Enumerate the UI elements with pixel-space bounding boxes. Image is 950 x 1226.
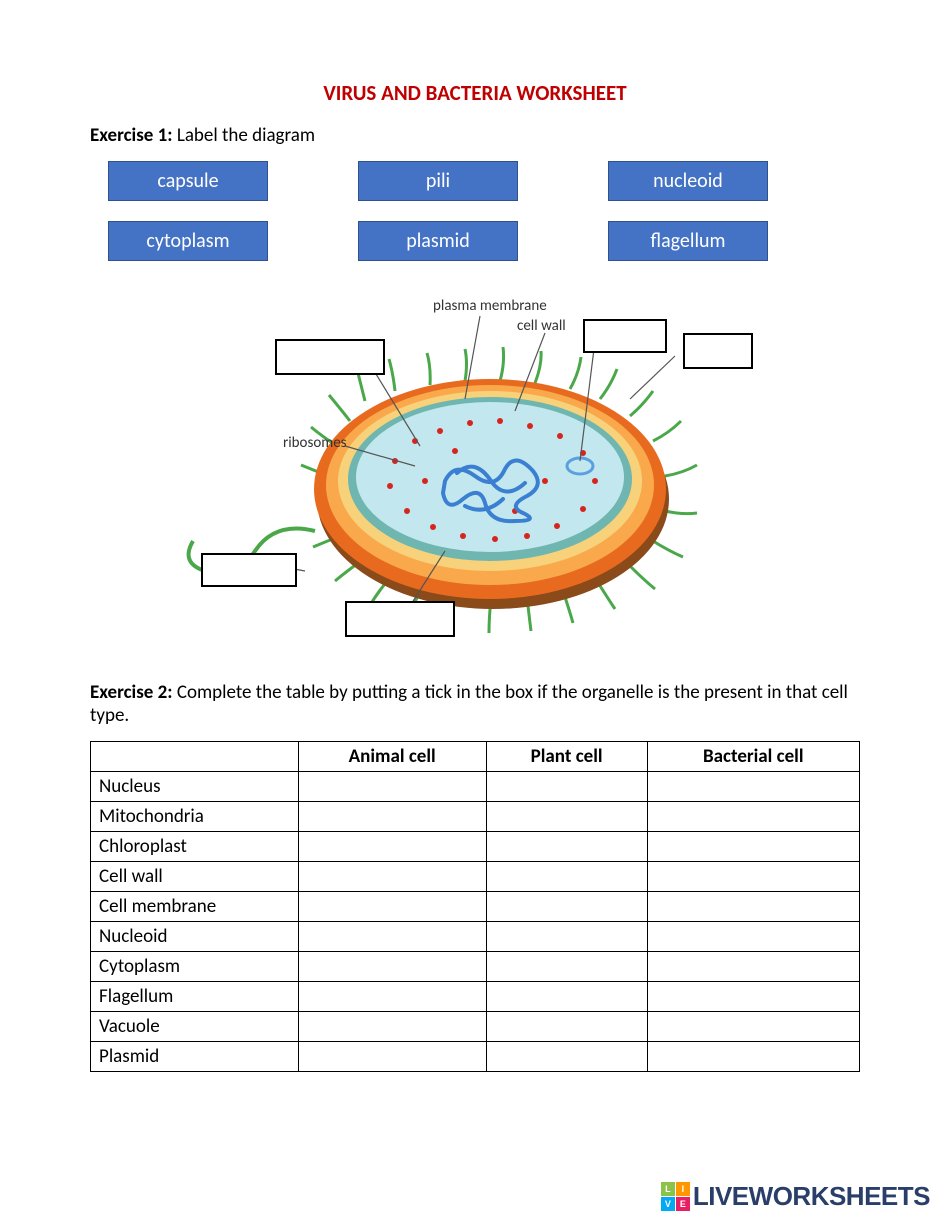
row-label: Nucleus xyxy=(91,772,299,802)
row-label: Chloroplast xyxy=(91,832,299,862)
th-bacterial: Bacterial cell xyxy=(647,742,860,772)
tick-cell[interactable] xyxy=(647,1012,860,1042)
label-pili[interactable]: pili xyxy=(358,161,518,201)
dropzone-4[interactable] xyxy=(201,553,297,587)
tick-cell[interactable] xyxy=(486,802,647,832)
label-plasmid[interactable]: plasmid xyxy=(358,221,518,261)
watermark-icon: L I V E xyxy=(661,1182,690,1211)
row-label: Nucleoid xyxy=(91,922,299,952)
label-cytoplasm[interactable]: cytoplasm xyxy=(108,221,268,261)
tick-cell[interactable] xyxy=(486,952,647,982)
tick-cell[interactable] xyxy=(647,892,860,922)
tick-cell[interactable] xyxy=(298,982,486,1012)
tick-cell[interactable] xyxy=(486,1012,647,1042)
tick-cell[interactable] xyxy=(647,802,860,832)
exercise-2-prompt: Exercise 2: Complete the table by puttin… xyxy=(90,681,860,727)
tick-cell[interactable] xyxy=(486,892,647,922)
bacteria-svg xyxy=(185,281,765,661)
th-animal: Animal cell xyxy=(298,742,486,772)
row-label: Plasmid xyxy=(91,1042,299,1072)
table-row: Chloroplast xyxy=(91,832,860,862)
table-row: Cell wall xyxy=(91,862,860,892)
label-row-2: cytoplasm plasmid flagellum xyxy=(90,221,860,261)
exercise-2-text: Complete the table by putting a tick in … xyxy=(90,681,848,727)
tick-cell[interactable] xyxy=(298,952,486,982)
row-label: Mitochondria xyxy=(91,802,299,832)
tick-cell[interactable] xyxy=(486,862,647,892)
table-row: Cell membrane xyxy=(91,892,860,922)
tick-cell[interactable] xyxy=(647,862,860,892)
tick-cell[interactable] xyxy=(298,862,486,892)
label-cell-wall: cell wall xyxy=(517,317,566,335)
exercise-1-label: Exercise 1: xyxy=(90,124,173,147)
tick-cell[interactable] xyxy=(486,922,647,952)
exercise-2-label: Exercise 2: xyxy=(90,681,173,704)
tick-cell[interactable] xyxy=(486,772,647,802)
row-label: Vacuole xyxy=(91,1012,299,1042)
liveworksheets-watermark: L I V E LIVEWORKSHEETS xyxy=(661,1181,930,1212)
tick-cell[interactable] xyxy=(486,982,647,1012)
row-label: Flagellum xyxy=(91,982,299,1012)
tick-cell[interactable] xyxy=(298,1012,486,1042)
dropzone-1[interactable] xyxy=(275,339,385,375)
worksheet-title: VIRUS AND BACTERIA WORKSHEET xyxy=(90,80,860,106)
tick-cell[interactable] xyxy=(298,832,486,862)
table-row: Mitochondria xyxy=(91,802,860,832)
bacteria-diagram: plasma membrane cell wall ribosomes xyxy=(185,281,765,661)
row-label: Cytoplasm xyxy=(91,952,299,982)
tick-cell[interactable] xyxy=(486,1042,647,1072)
tick-cell[interactable] xyxy=(647,952,860,982)
tick-cell[interactable] xyxy=(647,772,860,802)
table-row: Cytoplasm xyxy=(91,952,860,982)
tick-cell[interactable] xyxy=(647,982,860,1012)
table-row: Vacuole xyxy=(91,1012,860,1042)
tick-cell[interactable] xyxy=(647,922,860,952)
table-row: Nucleus xyxy=(91,772,860,802)
dropzone-5[interactable] xyxy=(345,601,455,637)
tick-cell[interactable] xyxy=(486,832,647,862)
th-plant: Plant cell xyxy=(486,742,647,772)
th-blank xyxy=(91,742,299,772)
tick-cell[interactable] xyxy=(298,802,486,832)
dropzone-2[interactable] xyxy=(583,319,667,353)
table-row: Plasmid xyxy=(91,1042,860,1072)
label-flagellum[interactable]: flagellum xyxy=(608,221,768,261)
watermark-text: LIVEWORKSHEETS xyxy=(693,1181,930,1212)
exercise-1-prompt: Exercise 1: Label the diagram xyxy=(90,124,860,147)
table-row: Flagellum xyxy=(91,982,860,1012)
label-ribosomes: ribosomes xyxy=(283,434,347,452)
label-plasma-membrane: plasma membrane xyxy=(433,297,547,315)
tick-cell[interactable] xyxy=(298,772,486,802)
exercise-1-text: Label the diagram xyxy=(173,124,315,147)
tick-cell[interactable] xyxy=(647,1042,860,1072)
label-nucleoid[interactable]: nucleoid xyxy=(608,161,768,201)
organelle-table: Animal cell Plant cell Bacterial cell Nu… xyxy=(90,741,860,1072)
tick-cell[interactable] xyxy=(298,922,486,952)
row-label: Cell wall xyxy=(91,862,299,892)
dropzone-3[interactable] xyxy=(683,333,753,369)
tick-cell[interactable] xyxy=(298,892,486,922)
table-row: Nucleoid xyxy=(91,922,860,952)
tick-cell[interactable] xyxy=(298,1042,486,1072)
row-label: Cell membrane xyxy=(91,892,299,922)
label-row-1: capsule pili nucleoid xyxy=(90,161,860,201)
tick-cell[interactable] xyxy=(647,832,860,862)
label-capsule[interactable]: capsule xyxy=(108,161,268,201)
